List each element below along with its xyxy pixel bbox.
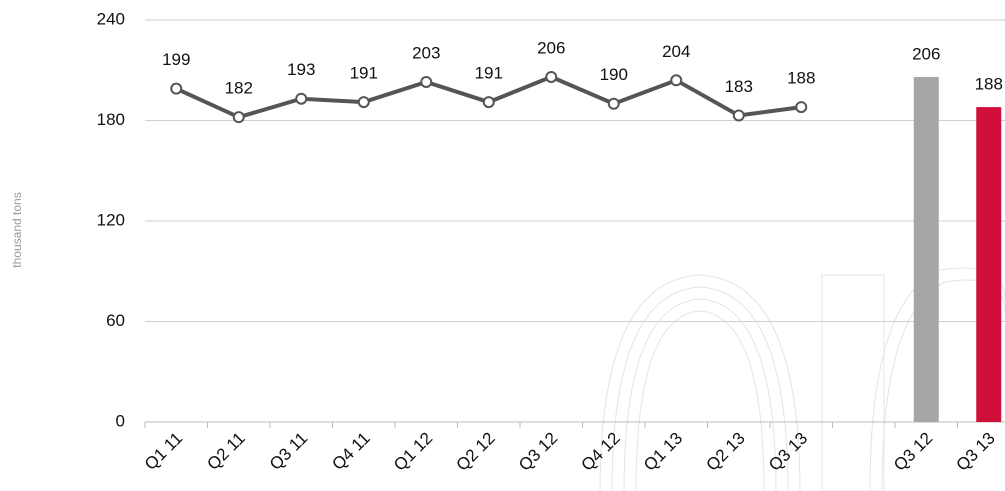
y-tick-label: 180 [97,110,125,129]
data-label: 206 [912,44,940,63]
point [295,92,308,105]
point [795,101,808,114]
point [545,70,558,83]
data-label: 188 [975,75,1003,94]
x-tick-label: Q1 13 [640,429,686,475]
x-tick-label: Q4 11 [328,429,373,474]
x-tick-label: Q3 12 [515,429,561,475]
y-tick-label: 60 [106,311,125,330]
bar [976,107,1002,422]
point [232,111,245,124]
y-tick-label: 120 [97,210,125,229]
data-label: 183 [725,77,753,96]
point [420,75,433,88]
data-label: 191 [475,64,503,83]
point [670,74,683,87]
data-label: 203 [412,43,440,62]
point [482,96,495,109]
data-label: 204 [662,42,690,61]
point [607,97,620,110]
y-axis-label: thousand tons [10,192,24,267]
point [732,109,745,122]
data-label: 190 [600,65,628,84]
x-tick-label: Q1 12 [390,429,436,475]
x-tick-label: Q3 12 [890,429,936,475]
data-label: 191 [350,64,378,83]
y-tick-label: 0 [116,411,125,430]
data-label: 199 [162,50,190,69]
data-label: 193 [287,60,315,79]
data-label: 188 [787,69,815,88]
x-tick-label: Q2 13 [703,429,749,475]
y-tick-label: 240 [97,9,125,28]
x-tick-label: Q2 12 [453,429,499,475]
x-tick-label: Q3 13 [953,429,999,475]
bar [913,76,939,422]
data-label: 182 [225,79,253,98]
point [357,96,370,109]
x-tick-label: Q2 11 [203,429,248,474]
x-tick-label: Q1 11 [141,429,186,474]
x-tick-label: Q3 11 [266,429,311,474]
point [170,82,183,95]
data-label: 206 [537,38,565,57]
